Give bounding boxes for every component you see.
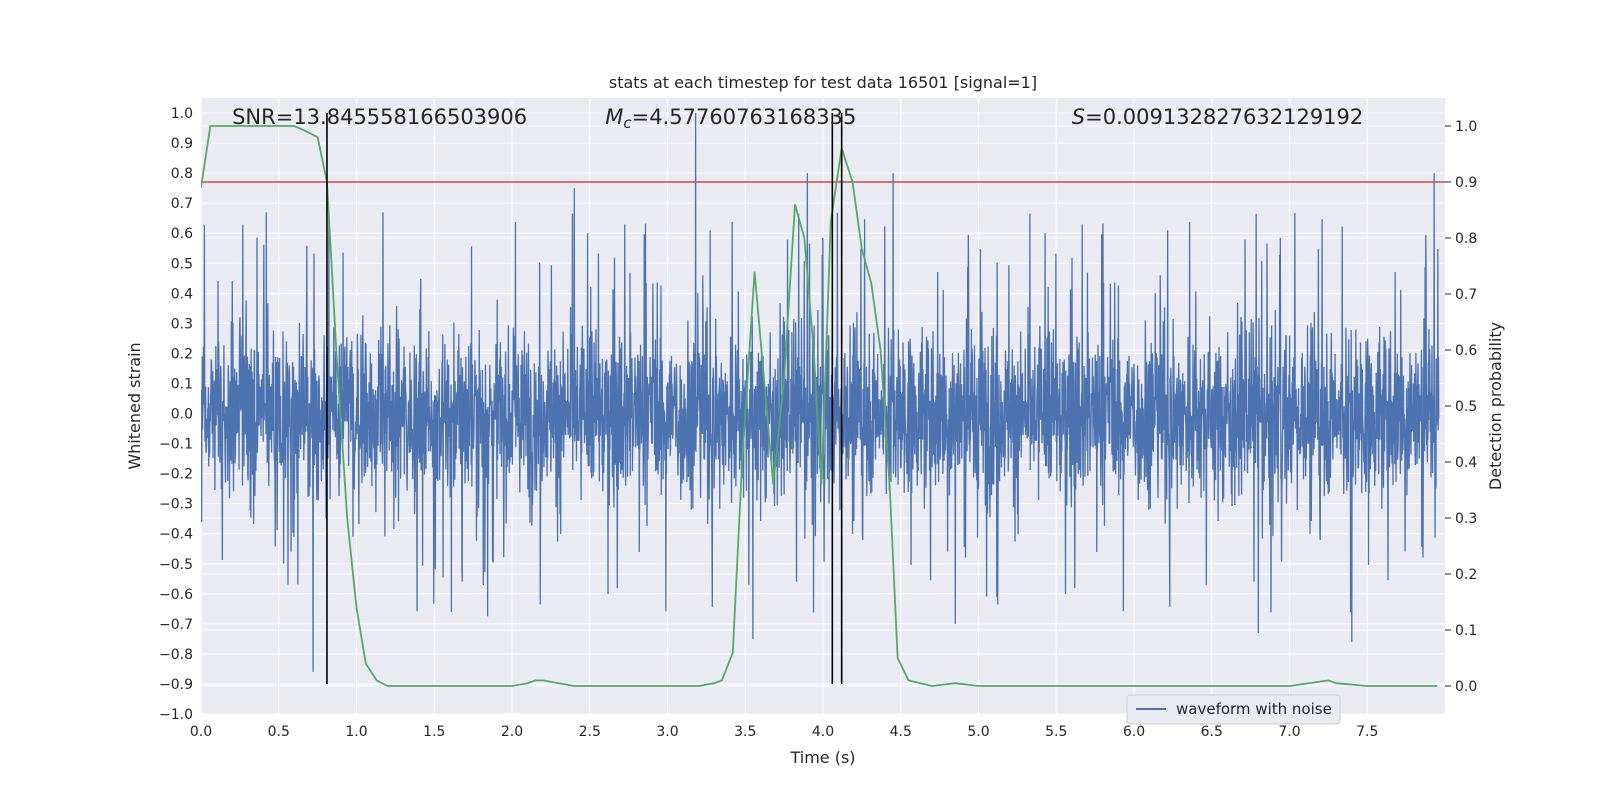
y-tick-label: −1.0 bbox=[159, 707, 193, 723]
plot-area bbox=[201, 113, 1445, 687]
y2-tick-label: 0.3 bbox=[1455, 511, 1477, 527]
y2-tick-label: 0.1 bbox=[1455, 623, 1477, 639]
legend: waveform with noise bbox=[1126, 694, 1341, 725]
chart-title: stats at each timestep for test data 165… bbox=[609, 73, 1037, 92]
y-tick-label: 0.2 bbox=[171, 346, 193, 362]
y-tick-label: 1.0 bbox=[171, 106, 193, 122]
chirp-mass-annotation: Mc=4.57760763168335 bbox=[605, 105, 856, 132]
y-tick-label: 0.6 bbox=[171, 226, 193, 242]
y-tick-label: −0.7 bbox=[159, 617, 193, 633]
x-tick-label: 5.0 bbox=[967, 724, 989, 740]
y-tick-label: −0.5 bbox=[159, 557, 193, 573]
y2-tick-label: 0.7 bbox=[1455, 287, 1477, 303]
legend-box bbox=[1126, 694, 1341, 725]
vlines bbox=[326, 113, 843, 684]
x-tick-label: 0.0 bbox=[190, 724, 212, 740]
y-tick-label: 0.0 bbox=[171, 407, 193, 423]
y-tick-label: −0.3 bbox=[159, 497, 193, 513]
s-annotation: S=0.009132827632129192 bbox=[1072, 105, 1363, 129]
x-tick-label: 3.5 bbox=[734, 724, 756, 740]
legend-label: waveform with noise bbox=[1176, 700, 1332, 718]
y2-tick-label: 0.0 bbox=[1455, 679, 1477, 695]
x-tick-label: 6.0 bbox=[1123, 724, 1145, 740]
y-tick-label: −0.4 bbox=[159, 527, 193, 543]
y-axis-ticks: −1.0 −0.9 −0.8 −0.7 −0.6 −0.5 −0.4 −0.3 −0.2 −0.1… bbox=[159, 106, 193, 723]
y-tick-label: 0.8 bbox=[171, 166, 193, 182]
series-detection-probability bbox=[201, 125, 1438, 687]
x-tick-label: 5.5 bbox=[1045, 724, 1067, 740]
y-tick-label: −0.8 bbox=[159, 647, 193, 663]
y-axis-title: Whitened strain bbox=[125, 342, 144, 469]
y-tick-label: 0.9 bbox=[171, 136, 193, 152]
x-tick-label: 1.5 bbox=[423, 724, 445, 740]
y2-tick-label: 0.6 bbox=[1455, 343, 1477, 359]
series-waveform bbox=[201, 113, 1440, 672]
x-tick-label: 7.0 bbox=[1278, 724, 1300, 740]
annotations: SNR=13.845558166503906 Mc=4.5776076316833… bbox=[232, 105, 1363, 132]
x-tick-label: 7.5 bbox=[1356, 724, 1378, 740]
x-tick-label: 4.5 bbox=[890, 724, 912, 740]
y2-tick-label: 0.4 bbox=[1455, 455, 1477, 471]
x-tick-label: 2.0 bbox=[501, 724, 523, 740]
x-tick-label: 6.5 bbox=[1201, 724, 1223, 740]
y2-tick-label: 0.2 bbox=[1455, 567, 1477, 583]
x-tick-label: 4.0 bbox=[812, 724, 834, 740]
y2-tick-label: 0.5 bbox=[1455, 399, 1477, 415]
detection-probability-line bbox=[201, 125, 1438, 687]
y2-tick-label: 0.8 bbox=[1455, 231, 1477, 247]
x-axis-title: Time (s) bbox=[789, 748, 855, 767]
y-tick-label: −0.2 bbox=[159, 467, 193, 483]
waveform-line bbox=[201, 113, 1440, 672]
y2-tick-label: 1.0 bbox=[1455, 119, 1477, 135]
y-tick-label: −0.1 bbox=[159, 437, 193, 453]
x-tick-label: 1.0 bbox=[345, 724, 367, 740]
y2-axis-ticks: 0.0 0.1 0.2 0.3 0.4 0.5 0.6 0.7 0.8 0.9 1.0 bbox=[1445, 119, 1477, 695]
y-tick-label: −0.9 bbox=[159, 677, 193, 693]
y-tick-label: 0.1 bbox=[171, 376, 193, 392]
x-tick-label: 0.5 bbox=[268, 724, 290, 740]
x-tick-label: 3.0 bbox=[656, 724, 678, 740]
y2-axis-title: Detection probability bbox=[1486, 322, 1505, 490]
x-tick-label: 2.5 bbox=[579, 724, 601, 740]
snr-annotation: SNR=13.845558166503906 bbox=[232, 105, 527, 129]
y-tick-label: 0.3 bbox=[171, 316, 193, 332]
y-tick-label: −0.6 bbox=[159, 587, 193, 603]
x-axis-ticks: 0.0 0.5 1.0 1.5 2.0 2.5 3.0 3.5 4.0 4.5 5.0 5.5 6.0 6… bbox=[190, 724, 1379, 740]
y-tick-label: 0.5 bbox=[171, 256, 193, 272]
y-tick-label: 0.7 bbox=[171, 196, 193, 212]
y2-tick-label: 0.9 bbox=[1455, 175, 1477, 191]
y-tick-label: 0.4 bbox=[171, 286, 193, 302]
